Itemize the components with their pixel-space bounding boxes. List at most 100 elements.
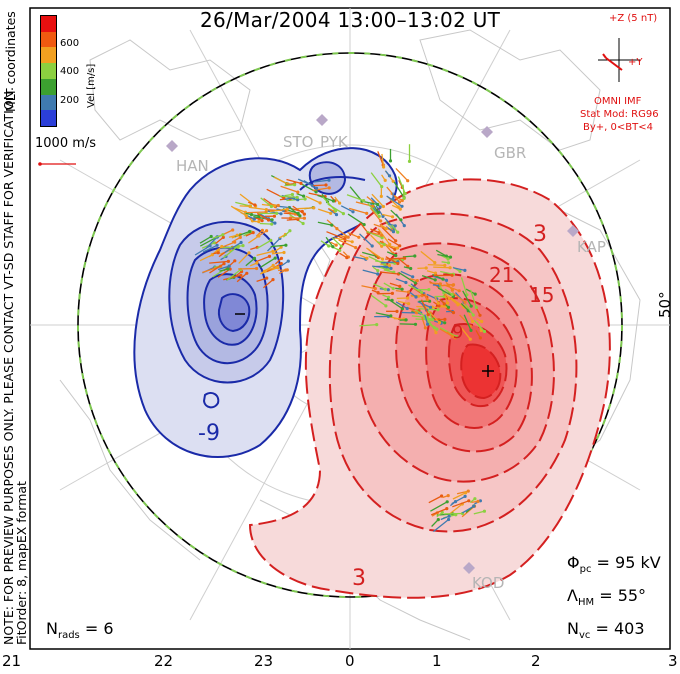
colorbar-segment <box>41 78 56 95</box>
velocity-vector-origin <box>216 251 220 255</box>
velocity-vector-origin <box>434 331 438 335</box>
velocity-vector-origin <box>233 259 237 263</box>
radar-markers <box>166 114 579 574</box>
velocity-vector-origin <box>393 224 397 228</box>
velocity-vector <box>385 244 398 249</box>
velocity-vector <box>430 501 448 512</box>
velocity-vector-origin <box>371 204 375 208</box>
velocity-vector <box>255 255 270 263</box>
velocity-vector-origin <box>400 204 404 208</box>
latitude-label: 50° <box>656 291 674 318</box>
contour-label-negative: -9 <box>198 421 220 446</box>
velocity-vector-origin <box>334 243 338 247</box>
velocity-vector-origin <box>273 256 277 260</box>
velocity-vector-origin <box>376 269 380 273</box>
velocity-vector <box>362 251 377 257</box>
velocity-vector <box>260 197 272 208</box>
velocity-vector-origin <box>450 273 454 277</box>
contour-label-pos-3-bottom: 3 <box>352 566 366 591</box>
velocity-vector-origin <box>376 291 380 295</box>
velocity-vector-origin <box>425 298 429 302</box>
velocity-vector <box>386 195 403 207</box>
velocity-vector <box>349 207 367 215</box>
velocity-vector-origin <box>386 268 390 272</box>
velocity-vector-origin <box>249 213 254 217</box>
velocity-vector-origin <box>301 221 305 226</box>
velocity-vector-origin <box>476 499 480 503</box>
velocity-vector-origin <box>436 518 440 522</box>
velocity-vector <box>386 297 403 310</box>
velocity-vector-origin <box>338 201 342 205</box>
velocity-vector-origin <box>441 277 445 281</box>
velocity-vector <box>370 172 383 187</box>
velocity-vector-origin <box>324 183 328 187</box>
velocity-vector <box>347 213 365 226</box>
velocity-vector-origin <box>238 235 242 239</box>
velocity-vector-origin <box>362 223 366 227</box>
velocity-vector <box>443 284 460 292</box>
velocity-vector-origin <box>383 262 387 266</box>
velocity-vector <box>305 195 321 204</box>
velocity-vector <box>259 222 272 225</box>
velocity-vector <box>287 205 301 217</box>
radar-pyk: PYK <box>320 133 348 151</box>
contour-label-pos-15: 15 <box>529 283 555 307</box>
velocity-vector <box>239 205 251 208</box>
velocity-vector-origin <box>450 292 454 297</box>
velocity-vector-origin <box>252 256 257 260</box>
velocity-vector <box>450 297 465 308</box>
velocity-vector-origin <box>400 198 404 203</box>
velocity-vector-origin <box>437 321 442 325</box>
velocity-vector-origin <box>343 237 347 241</box>
velocity-vector-origin <box>279 245 283 249</box>
velocity-vector <box>453 267 466 272</box>
colorbar-segment <box>41 63 56 79</box>
velocity-vector <box>269 208 288 213</box>
velocity-vector-origin <box>365 211 369 215</box>
velocity-vector <box>303 179 317 189</box>
velocity-vector-origin <box>469 328 473 332</box>
velocity-vector <box>397 300 409 305</box>
velocity-vector-origin <box>471 319 475 324</box>
velocity-vector <box>420 299 429 315</box>
velocity-vector-origin <box>265 229 269 233</box>
velocity-vector-origin <box>478 336 482 340</box>
velocity-vector-origin <box>379 219 383 223</box>
velocity-vector <box>462 290 472 307</box>
cross-polar-potential: Φpc = 95 kV <box>567 553 661 576</box>
velocity-vector-origin <box>341 212 345 216</box>
radar-count: Nrads = 6 <box>46 619 114 642</box>
velocity-vector-origin <box>271 263 275 267</box>
velocity-vector <box>286 178 302 185</box>
vector-count: Nvc = 403 <box>567 619 645 642</box>
velocity-vector-origin <box>239 240 243 245</box>
velocity-vector <box>420 250 436 264</box>
velocity-vector-origin <box>426 313 430 317</box>
velocity-vector <box>279 195 298 199</box>
velocity-vector-origin <box>398 244 402 248</box>
velocity-vector-origin <box>290 192 294 197</box>
velocity-vector <box>262 279 274 289</box>
velocity-vector <box>194 245 211 256</box>
velocity-vector <box>322 196 337 212</box>
velocity-vector <box>370 294 387 307</box>
velocity-vector-origin <box>279 212 283 216</box>
velocity-vector <box>381 240 394 254</box>
velocity-vector <box>387 238 401 247</box>
velocity-vector <box>260 257 276 268</box>
velocity-vector-origin <box>264 210 268 214</box>
velocity-vector <box>209 260 229 264</box>
velocity-vector <box>395 278 407 284</box>
velocity-vector-origin <box>411 275 415 279</box>
velocity-vector-origin <box>271 249 275 253</box>
velocity-vector <box>259 213 269 220</box>
velocity-vector <box>285 210 296 215</box>
colorbar-tick-200: 200 <box>60 95 80 106</box>
velocity-vector-origin <box>331 199 335 203</box>
velocity-vector <box>371 193 384 207</box>
velocity-vector-origin <box>314 190 318 194</box>
velocity-vector-origin <box>453 336 457 340</box>
velocity-vector-origin <box>404 318 408 322</box>
potential-maximum-marker <box>482 365 494 377</box>
